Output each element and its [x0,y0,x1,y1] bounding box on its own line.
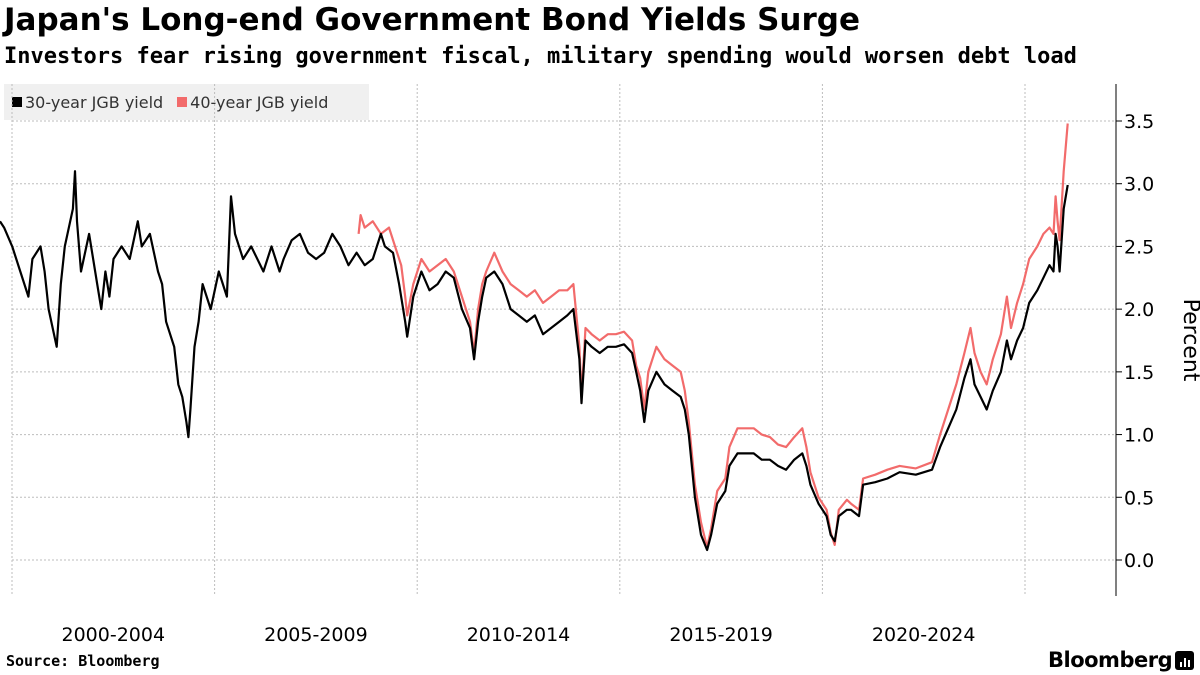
legend-item-40y: 40-year JGB yield [177,93,328,112]
legend: 30-year JGB yield 40-year JGB yield [4,84,369,120]
x-tick-label: 2005-2009 [264,624,368,646]
chart-subtitle: Investors fear rising government fiscal,… [4,44,1077,69]
brand-logo: Bloomberg [1048,648,1173,672]
y-tick-label: 2.0 [1124,299,1154,321]
y-tick-label: 1.5 [1124,362,1154,384]
legend-swatch-30y [12,97,22,107]
y-axis-label: Percent [1178,299,1200,382]
series-line-30y [0,170,1069,552]
y-tick-label: 3.0 [1124,174,1154,196]
x-tick-label: 2010-2014 [467,624,571,646]
chart-icon [1175,651,1194,670]
series-line-40y [357,123,1069,549]
legend-swatch-40y [177,97,188,107]
x-tick-label: 2020-2024 [872,624,976,646]
legend-label-40y: 40-year JGB yield [190,92,329,112]
y-tick-label: 3.5 [1124,111,1154,133]
y-tick-label: 2.5 [1124,236,1154,258]
legend-item-30y: 30-year JGB yield [12,93,163,112]
x-tick-label: 2000-2004 [62,624,166,646]
y-tick-label: 0.5 [1124,487,1154,509]
legend-label-30y: 30-year JGB yield [25,92,164,112]
y-tick-label: 0.0 [1124,550,1154,572]
source-note: Source: Bloomberg [6,652,160,670]
y-tick-label: 1.0 [1124,425,1154,447]
x-tick-label: 2015-2019 [669,624,773,646]
chart-title: Japan's Long-end Government Bond Yields … [4,2,860,38]
